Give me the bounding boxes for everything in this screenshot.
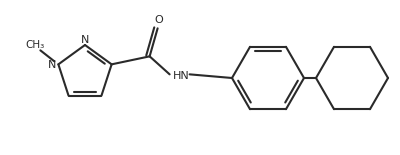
Text: HN: HN (173, 71, 190, 81)
Text: CH₃: CH₃ (26, 40, 45, 50)
Text: O: O (154, 15, 163, 25)
Text: N: N (48, 60, 56, 70)
Text: N: N (81, 35, 89, 45)
